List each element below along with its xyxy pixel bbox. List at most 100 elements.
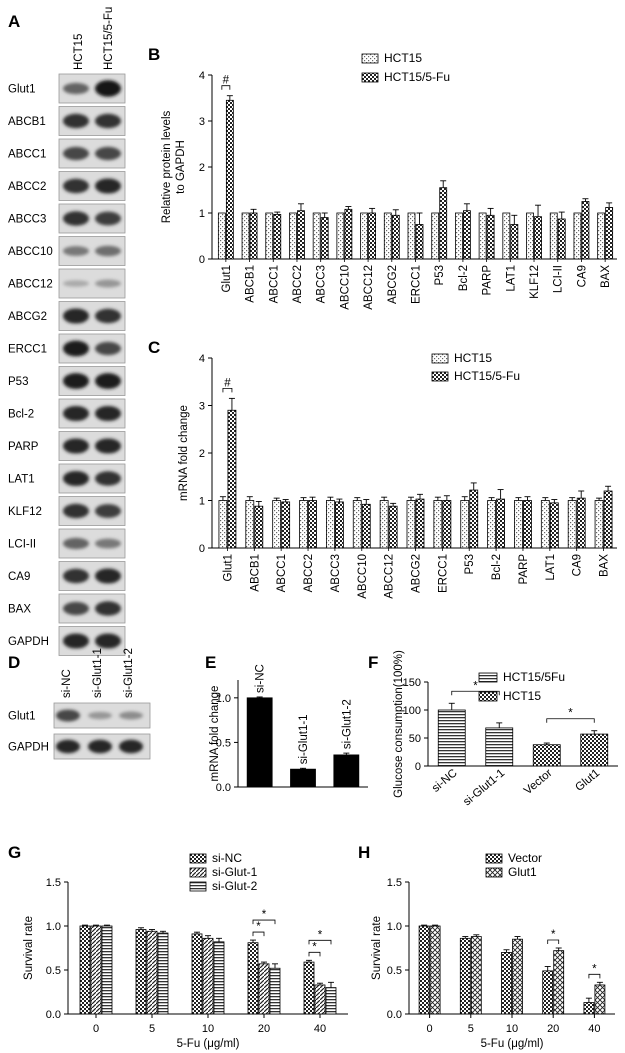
bar: [314, 984, 326, 1015]
y-tick-label: 2: [199, 448, 205, 460]
blot-band: [63, 373, 89, 389]
bar: [157, 932, 169, 1015]
bar: [512, 938, 523, 1015]
panel-letter: H: [358, 843, 370, 862]
x-tick-label: si-NC: [255, 664, 267, 693]
blot-row-label: GAPDH: [8, 742, 49, 754]
legend-label: HCT15: [503, 689, 541, 703]
bar: [580, 733, 609, 767]
chart-b-protein-levels: B 0 1 2 3 4 Relative protein levels to GAPDH Glu…: [148, 45, 617, 310]
bar: [272, 500, 282, 549]
blot-band: [63, 438, 89, 454]
bar: [79, 925, 91, 1015]
legend-label: HCT15/5-Fu: [384, 70, 450, 84]
significance-bracket: [222, 387, 233, 393]
panel-letter: F: [368, 653, 378, 672]
x-tick-label: 10: [506, 1023, 518, 1035]
lane-label: HCT15/5-Fu: [103, 7, 115, 70]
significance-bracket: [547, 939, 560, 944]
y-tick-label: 1.5: [387, 877, 402, 889]
blot-row-label: ABCC1: [8, 149, 46, 161]
legend-label: Glut1: [508, 865, 537, 879]
blot-band: [95, 471, 121, 486]
bar: [269, 967, 281, 1015]
y-tick-label: 0.5: [46, 965, 61, 977]
x-tick-label: LCI-II: [553, 265, 565, 293]
legend-swatch: [478, 672, 498, 683]
x-axis-label: 5-Fu (μg/ml): [177, 1038, 240, 1050]
bar: [549, 502, 559, 549]
legend-label: si-NC: [212, 851, 242, 865]
significance-mark: *: [592, 963, 597, 975]
blot-band: [95, 146, 121, 161]
y-axis-label: mRNA fold change: [178, 405, 190, 501]
western-blot-panel-d: si-NC si-Glut1-1 si-Glut1-2 Glut1 GAPDH: [8, 648, 151, 760]
significance-mark: #: [224, 377, 231, 389]
blot-band: [63, 246, 89, 256]
bar: [437, 709, 466, 767]
y-tick-label: 1: [199, 208, 205, 220]
blot-row-label: ABCC3: [8, 214, 46, 226]
legend-label: HCT15: [454, 351, 492, 365]
significance-bracket: [451, 690, 500, 696]
x-tick-label: LAT1: [545, 554, 557, 581]
bar: [217, 212, 226, 260]
x-tick-label: P53: [464, 554, 476, 574]
bar: [583, 1002, 595, 1015]
x-tick-label: ABCG2: [387, 265, 399, 304]
bar: [407, 212, 416, 260]
y-tick-label: 1.0: [46, 921, 61, 933]
blot-band: [95, 279, 121, 288]
bar: [281, 501, 291, 549]
y-tick-label: 1.0: [216, 693, 231, 705]
bar: [383, 212, 392, 260]
significance-bracket: [588, 973, 601, 979]
x-tick-label: Glut1: [221, 265, 233, 293]
significance-mark: *: [473, 680, 478, 692]
blot-band: [95, 438, 121, 454]
x-tick-label: 40: [588, 1023, 600, 1035]
significance-bracket: [308, 951, 321, 957]
x-tick-label: 40: [314, 1023, 326, 1035]
x-tick-label: Glut1: [573, 767, 602, 794]
blot-row-label: Bcl-2: [8, 409, 34, 421]
bar: [101, 925, 113, 1015]
bar: [460, 500, 470, 549]
bar: [361, 503, 371, 549]
x-tick-label: KLF12: [529, 265, 541, 299]
bar: [594, 500, 604, 549]
blot-band: [95, 405, 121, 422]
blot-band: [63, 470, 89, 487]
blot-band: [95, 373, 121, 389]
bar: [320, 217, 329, 260]
blot-row-label: Glut1: [8, 84, 36, 96]
blot-band: [95, 80, 121, 97]
legend-label: HCT15: [384, 51, 422, 65]
legend-label: si-Glut-1: [212, 865, 258, 879]
bar: [299, 500, 308, 549]
y-axis-label: Glucose consumption(100%): [393, 650, 405, 798]
bar: [487, 500, 497, 549]
blot-band: [63, 82, 89, 95]
bar: [573, 212, 582, 260]
bar: [439, 187, 448, 260]
blot-band: [63, 308, 89, 324]
blot-band: [63, 503, 89, 519]
y-tick-label: 150: [403, 677, 421, 689]
bar: [567, 500, 577, 549]
blot-row-label: PARP: [8, 441, 39, 453]
bar: [391, 214, 400, 260]
bar: [312, 212, 321, 260]
bar: [379, 500, 389, 549]
significance-mark: #: [223, 75, 230, 87]
panel-letter: G: [8, 843, 21, 862]
y-tick-label: 0.0: [387, 1009, 402, 1021]
bar: [433, 500, 443, 549]
blot-row-label: Glut1: [8, 711, 36, 723]
bar: [297, 210, 305, 260]
bar: [455, 212, 463, 260]
y-tick-label: 100: [403, 705, 421, 717]
y-axis-label: Relative protein levels to GAPDH: [161, 111, 187, 224]
